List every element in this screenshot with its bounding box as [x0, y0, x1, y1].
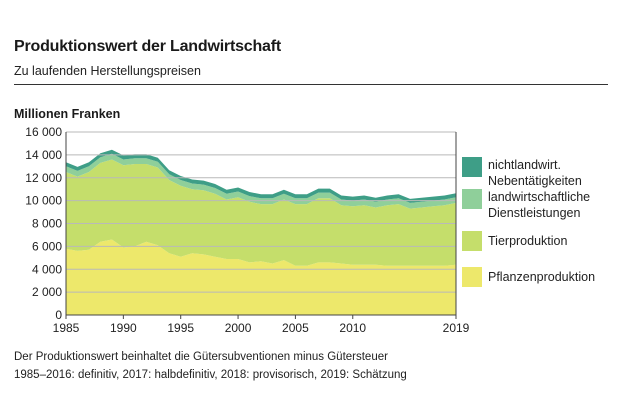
y-tick-label: 10 000	[25, 194, 62, 208]
y-tick-label: 2 000	[32, 285, 62, 299]
area-series-1	[66, 159, 456, 266]
area-series-0	[66, 239, 456, 315]
title-divider	[14, 84, 608, 85]
chart-subtitle: Zu laufenden Herstellungspreisen	[14, 64, 201, 78]
legend-item-pflanzenproduktion: Pflanzenproduktion	[462, 267, 620, 287]
x-tick-label: 2010	[339, 321, 366, 335]
y-tick-label: 14 000	[25, 148, 62, 162]
y-tick-label: 0	[55, 308, 62, 322]
legend-label: landwirtschaftliche Dienstleistungen	[488, 190, 591, 220]
legend-swatch	[462, 189, 482, 209]
legend-swatch	[462, 267, 482, 287]
chart-title: Produktionswert der Landwirtschaft	[14, 38, 282, 55]
x-tick-label: 2005	[282, 321, 309, 335]
legend-swatch	[462, 231, 482, 251]
legend-label: Tierproduktion	[488, 234, 568, 248]
y-tick-label: 8 000	[32, 217, 62, 231]
x-tick-label: 2000	[225, 321, 252, 335]
legend-item-dienstleistungen: landwirtschaftliche Dienstleistungen	[462, 189, 620, 221]
legend-swatch	[462, 157, 482, 177]
y-tick-label: 6 000	[32, 239, 62, 253]
y-tick-label: 16 000	[25, 125, 62, 139]
footnote-line-1: Der Produktionswert beinhaltet die Güter…	[14, 351, 388, 363]
x-tick-label: 1995	[167, 321, 194, 335]
legend-item-nebentaetigkeiten: nichtlandwirt. Nebentätigkeiten	[462, 157, 620, 189]
legend-label: nichtlandwirt. Nebentätigkeiten	[488, 158, 582, 188]
x-tick-label: 1985	[53, 321, 80, 335]
legend-item-tierproduktion: Tierproduktion	[462, 231, 620, 251]
x-tick-label: 2019	[443, 321, 470, 335]
y-axis-unit-label: Millionen Franken	[14, 107, 121, 121]
area-series-2	[66, 153, 456, 209]
y-tick-label: 4 000	[32, 262, 62, 276]
x-tick-label: 1990	[110, 321, 137, 335]
y-tick-label: 12 000	[25, 171, 62, 185]
legend-label: Pflanzenproduktion	[488, 270, 596, 284]
footnote-line-2: 1985–2016: definitiv, 2017: halbdefiniti…	[14, 369, 407, 381]
